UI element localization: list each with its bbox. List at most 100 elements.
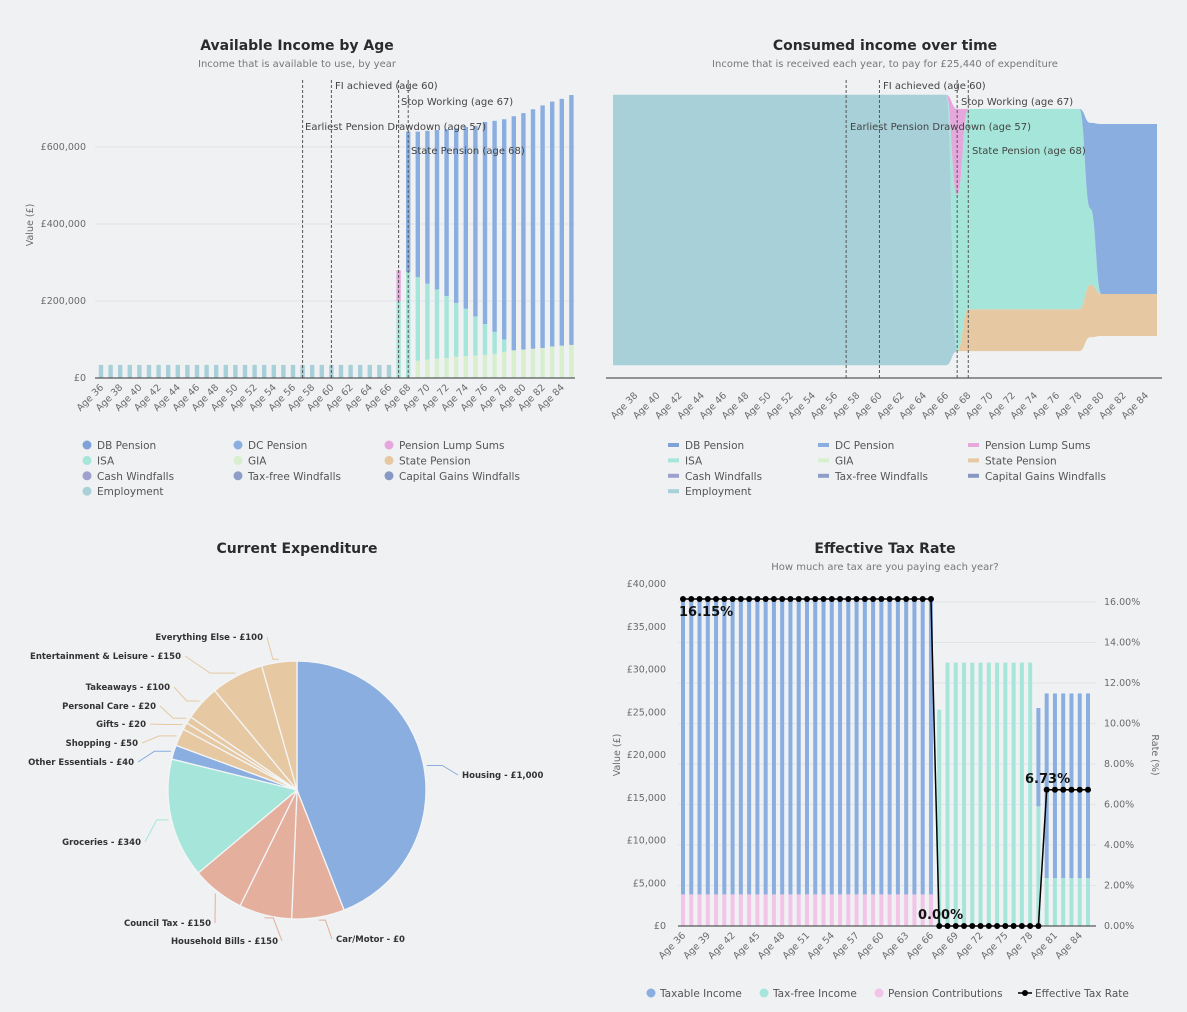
tax-rate-point (977, 923, 984, 929)
bar-taxable-income (895, 599, 900, 895)
bar-pension-contributions (763, 894, 768, 926)
bar-gia (482, 354, 488, 378)
legend-label: DC Pension (835, 440, 894, 452)
tax-rate-point (1085, 786, 1091, 793)
x-tick-label: Age 84 (1053, 930, 1084, 961)
legend-label: Employment (97, 486, 164, 498)
pie-label: Household Bills - £150 (171, 937, 278, 947)
tax-rate-point (985, 923, 992, 929)
pie-slice-groceries (167, 758, 299, 874)
tax-rate-point (1068, 786, 1075, 793)
bar-tax-free-income (995, 662, 1000, 926)
y-tick-label: £0 (654, 921, 666, 932)
bar-taxable-income (747, 599, 752, 895)
bar-dc-pension (473, 125, 478, 317)
tax-rate-point (952, 923, 959, 929)
bar-tax-free-income (953, 662, 958, 926)
pie-label: Entertainment & Leisure - £150 (30, 652, 181, 662)
bar-pension-contributions (681, 894, 685, 926)
y-tick-label: £600,000 (41, 142, 86, 153)
tax-rate-point (936, 923, 943, 929)
legend-label: GIA (835, 455, 854, 467)
tax-rate-point (837, 595, 844, 602)
legend-label: Tax-free Income (772, 988, 857, 1000)
bar-taxable-income (1036, 707, 1041, 807)
legend-label: GIA (248, 455, 267, 467)
bar-dc-pension (502, 119, 507, 340)
y-axis-label: Value (£) (25, 204, 36, 247)
data-label: 16.15% (679, 605, 733, 620)
tax-rate-point (680, 595, 686, 602)
tax-rate-point (1002, 923, 1009, 929)
bar-pension-contributions (912, 894, 917, 926)
y2-tick-label: 4.00% (1104, 840, 1134, 851)
tax-rate-line (683, 598, 1088, 927)
y-tick-label: £25,000 (627, 707, 666, 718)
current-expenditure-chart: Current Expenditure Housing - £1,000 Car/… (28, 541, 543, 947)
chart-title: Available Income by Age (200, 38, 394, 54)
leader-line (173, 686, 200, 702)
bar-taxable-income (1077, 693, 1082, 879)
tax-rate-point (919, 595, 926, 602)
leader-line (426, 764, 459, 776)
pie-label: Car/Motor - £0 (336, 935, 405, 945)
bar-pension-contributions (697, 894, 702, 926)
bar-pension-contributions (738, 894, 743, 926)
legend-label: Capital Gains Windfalls (985, 471, 1106, 483)
bar-employment (290, 364, 296, 378)
bar-employment (252, 364, 257, 378)
y-axis-label: Value (£) (612, 734, 623, 777)
bar-dc-pension (463, 126, 468, 309)
bar-taxable-income (1086, 693, 1090, 879)
bar-isa (463, 308, 468, 357)
bar-employment (310, 364, 315, 378)
bar-taxable-income (904, 599, 909, 895)
tax-rate-point (746, 595, 753, 602)
bar-taxable-income (928, 599, 933, 895)
tax-rate-point (878, 595, 885, 602)
annotation-label: Earliest Pension Drawdown (age 57) (305, 122, 486, 133)
legend-label: Cash Windfalls (97, 471, 174, 483)
tax-rate-point (803, 595, 810, 602)
bar-employment (185, 364, 190, 378)
bar-taxable-income (796, 599, 801, 895)
bar-taxable-income (862, 599, 867, 895)
tax-rate-point (779, 595, 786, 602)
bar-taxable-income (1044, 693, 1049, 879)
bar-isa (444, 295, 449, 358)
y-tick-label: £200,000 (41, 296, 86, 307)
bar-tax-free-income (978, 662, 983, 926)
bar-pension-contributions (829, 894, 834, 926)
bar-employment (127, 364, 132, 378)
bar-dc-pension (425, 130, 430, 284)
tax-rate-point (1060, 786, 1067, 793)
bar-taxable-income (912, 599, 917, 895)
bar-employment (175, 364, 180, 378)
bar-gia (463, 356, 468, 378)
bar-employment (137, 364, 142, 378)
leader-line (264, 917, 283, 942)
tax-rate-point (696, 595, 703, 602)
legend-label: Pension Lump Sums (399, 440, 504, 452)
bar-gia (540, 347, 545, 378)
bar-pension-contributions (854, 894, 859, 926)
y-tick-label: £400,000 (41, 219, 86, 230)
leader-line (266, 636, 279, 660)
leader-line (159, 705, 187, 719)
tax-rate-point (729, 595, 736, 602)
bar-pension-contributions (689, 894, 694, 926)
bar-taxable-income (854, 599, 859, 895)
annotation-label: State Pension (age 68) (411, 146, 525, 157)
bar-gia (454, 356, 459, 378)
y2-tick-label: 6.00% (1104, 800, 1134, 811)
bar-tax-free-income (937, 709, 942, 926)
bar-tax-free-income (1044, 878, 1049, 926)
tax-rate-point (870, 595, 877, 602)
legend-marker-db-pension (668, 443, 679, 447)
chart-title: Effective Tax Rate (814, 541, 955, 557)
tax-rate-point (894, 595, 901, 602)
bar-employment (214, 364, 219, 378)
bar-taxable-income (1061, 693, 1066, 879)
tax-rate-point (969, 923, 976, 929)
legend-marker-employment (668, 489, 679, 494)
